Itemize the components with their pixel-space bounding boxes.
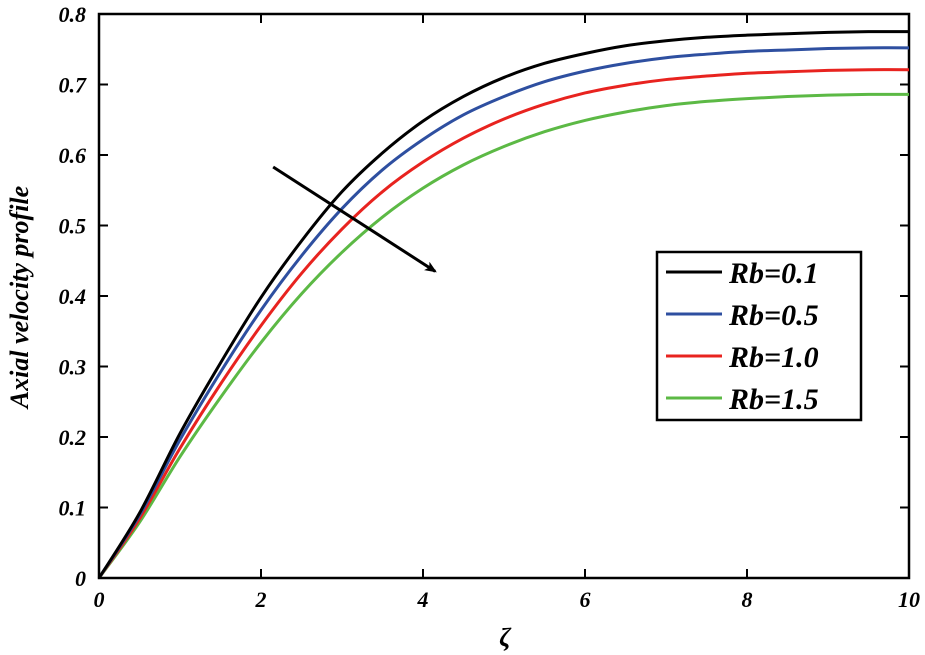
y-tick-label: 0 xyxy=(75,566,86,591)
annotation-layer xyxy=(272,165,437,273)
series-line-rb-0-5 xyxy=(97,46,910,579)
series-line-rb-1-0 xyxy=(97,68,910,579)
legend-box xyxy=(655,250,863,422)
legend: Rb=0.1 Rb=0.5 Rb=1.0 Rb=1.5 xyxy=(655,250,863,422)
y-tick-label: 0.5 xyxy=(59,214,87,239)
legend-label: Rb=1.5 xyxy=(728,383,819,416)
legend-label: Rb=0.1 xyxy=(728,257,819,290)
x-axis-title: ζ xyxy=(499,623,512,652)
x-tick-label: 8 xyxy=(742,587,753,612)
series-layer xyxy=(97,30,910,579)
y-tick-label: 0.1 xyxy=(59,496,87,521)
y-tick-label: 0.3 xyxy=(59,355,87,380)
x-tick-label: 0 xyxy=(94,587,105,612)
y-tick-label: 0.7 xyxy=(59,73,88,98)
y-tick-label: 0.8 xyxy=(59,2,87,27)
x-tick-label: 2 xyxy=(255,587,267,612)
trend-arrow xyxy=(272,165,437,273)
x-tick-label: 4 xyxy=(417,587,429,612)
y-tick-label: 0.4 xyxy=(59,284,87,309)
series-line-rb-1-5 xyxy=(97,92,910,579)
x-tick-label: 10 xyxy=(898,587,920,612)
y-tick-label: 0.6 xyxy=(59,143,87,168)
series-line-rb-0-1 xyxy=(97,30,910,579)
y-axis-title: Axial velocity profile xyxy=(5,186,34,410)
legend-label: Rb=0.5 xyxy=(728,299,819,332)
legend-label: Rb=1.0 xyxy=(728,341,819,374)
tick-layer: 0 2 4 6 8 10 0 0.1 0.2 0.3 0.4 0.5 0.6 0.7 0.8 xyxy=(59,2,921,612)
x-tick-label: 6 xyxy=(580,587,591,612)
y-tick-label: 0.2 xyxy=(59,425,87,450)
